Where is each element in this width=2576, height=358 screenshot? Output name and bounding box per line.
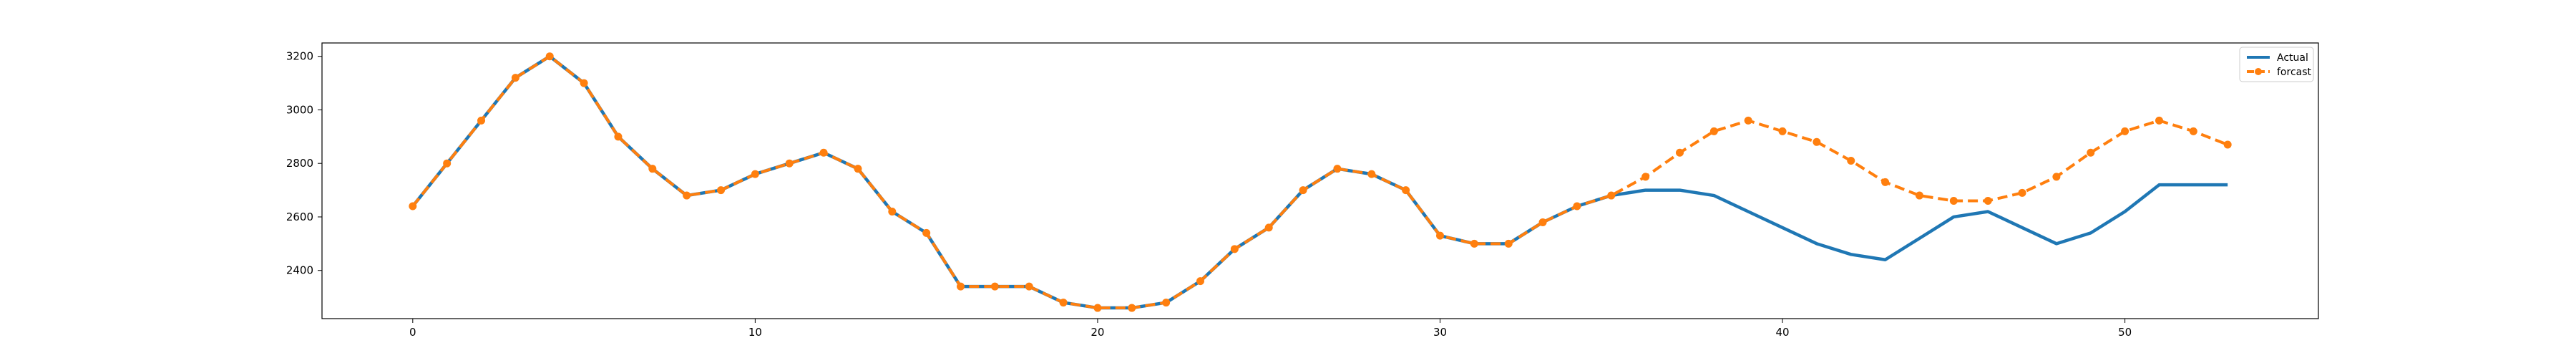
data-point-forcast xyxy=(2121,127,2129,135)
data-point-forcast xyxy=(1470,239,1478,248)
data-point-forcast xyxy=(854,165,862,173)
data-point-forcast xyxy=(717,186,726,195)
data-point-forcast xyxy=(1230,245,1239,253)
y-tick-label: 3200 xyxy=(286,50,313,63)
legend-forcast-label: forcast xyxy=(2277,67,2312,78)
data-point-forcast xyxy=(785,159,794,168)
data-point-forcast xyxy=(1641,173,1650,181)
data-point-forcast xyxy=(1504,239,1513,248)
data-point-forcast xyxy=(1607,191,1616,200)
data-point-forcast xyxy=(1128,304,1136,312)
legend-forcast-marker xyxy=(2255,68,2262,75)
data-point-forcast xyxy=(2223,140,2232,149)
data-point-forcast xyxy=(545,52,554,61)
x-tick-label: 30 xyxy=(1433,326,1447,339)
data-point-forcast xyxy=(2018,188,2026,197)
data-point-forcast xyxy=(1538,218,1547,226)
data-point-forcast xyxy=(614,132,623,141)
data-point-forcast xyxy=(580,79,588,87)
data-point-forcast xyxy=(1299,186,1307,195)
y-tick-label: 3000 xyxy=(286,103,313,116)
data-point-forcast xyxy=(1813,137,1821,146)
data-point-forcast xyxy=(683,191,691,200)
data-point-forcast xyxy=(1436,231,1444,240)
data-point-forcast xyxy=(477,116,486,125)
data-point-forcast xyxy=(751,170,759,178)
data-point-forcast xyxy=(1881,178,1890,186)
y-tick-label: 2800 xyxy=(286,157,313,170)
x-tick-label: 10 xyxy=(748,326,762,339)
series-layer xyxy=(409,52,2232,312)
data-point-forcast xyxy=(1196,277,1204,286)
data-point-forcast xyxy=(819,148,828,157)
x-tick-label: 0 xyxy=(409,326,416,339)
data-point-forcast xyxy=(648,165,657,173)
data-point-forcast xyxy=(1264,223,1273,232)
data-point-forcast xyxy=(2155,116,2163,125)
data-point-forcast xyxy=(1059,299,1068,307)
data-point-forcast xyxy=(1847,156,1855,165)
x-tick-label: 20 xyxy=(1091,326,1104,339)
series-line-forcast xyxy=(411,54,2228,310)
data-point-forcast xyxy=(1915,191,1923,200)
data-point-forcast xyxy=(1162,299,1171,307)
data-point-forcast xyxy=(2189,127,2197,135)
data-point-forcast xyxy=(957,282,965,291)
y-tick-label: 2600 xyxy=(286,211,313,223)
data-point-forcast xyxy=(2087,148,2095,157)
legend: Actual forcast xyxy=(2239,47,2314,82)
data-point-forcast xyxy=(922,228,931,237)
data-point-forcast xyxy=(1573,202,1581,211)
data-point-forcast xyxy=(888,207,897,216)
x-tick-label: 50 xyxy=(2118,326,2132,339)
data-point-forcast xyxy=(1744,116,1752,125)
data-point-forcast xyxy=(443,159,452,168)
data-point-forcast xyxy=(1949,197,1958,205)
axes-layer: 0 10 20 30 40 50 2400 2600 2800 3000 3200 xyxy=(286,42,2319,339)
data-point-forcast xyxy=(1778,127,1787,135)
data-point-forcast xyxy=(409,202,417,211)
data-point-forcast xyxy=(1333,165,1342,173)
data-point-forcast xyxy=(511,74,519,82)
data-point-forcast xyxy=(990,282,999,291)
data-point-forcast xyxy=(1709,127,1718,135)
legend-actual-label: Actual xyxy=(2277,52,2308,64)
data-point-forcast xyxy=(1025,282,1033,291)
data-point-forcast xyxy=(1675,148,1684,157)
x-tick-label: 40 xyxy=(1776,326,1790,339)
data-point-forcast xyxy=(1093,304,1102,312)
plot-frame xyxy=(321,42,2319,319)
data-point-forcast xyxy=(1402,186,1410,195)
data-point-forcast xyxy=(1984,197,1992,205)
y-tick-label: 2400 xyxy=(286,264,313,277)
data-point-forcast xyxy=(1367,170,1376,178)
data-point-forcast xyxy=(2052,173,2061,181)
